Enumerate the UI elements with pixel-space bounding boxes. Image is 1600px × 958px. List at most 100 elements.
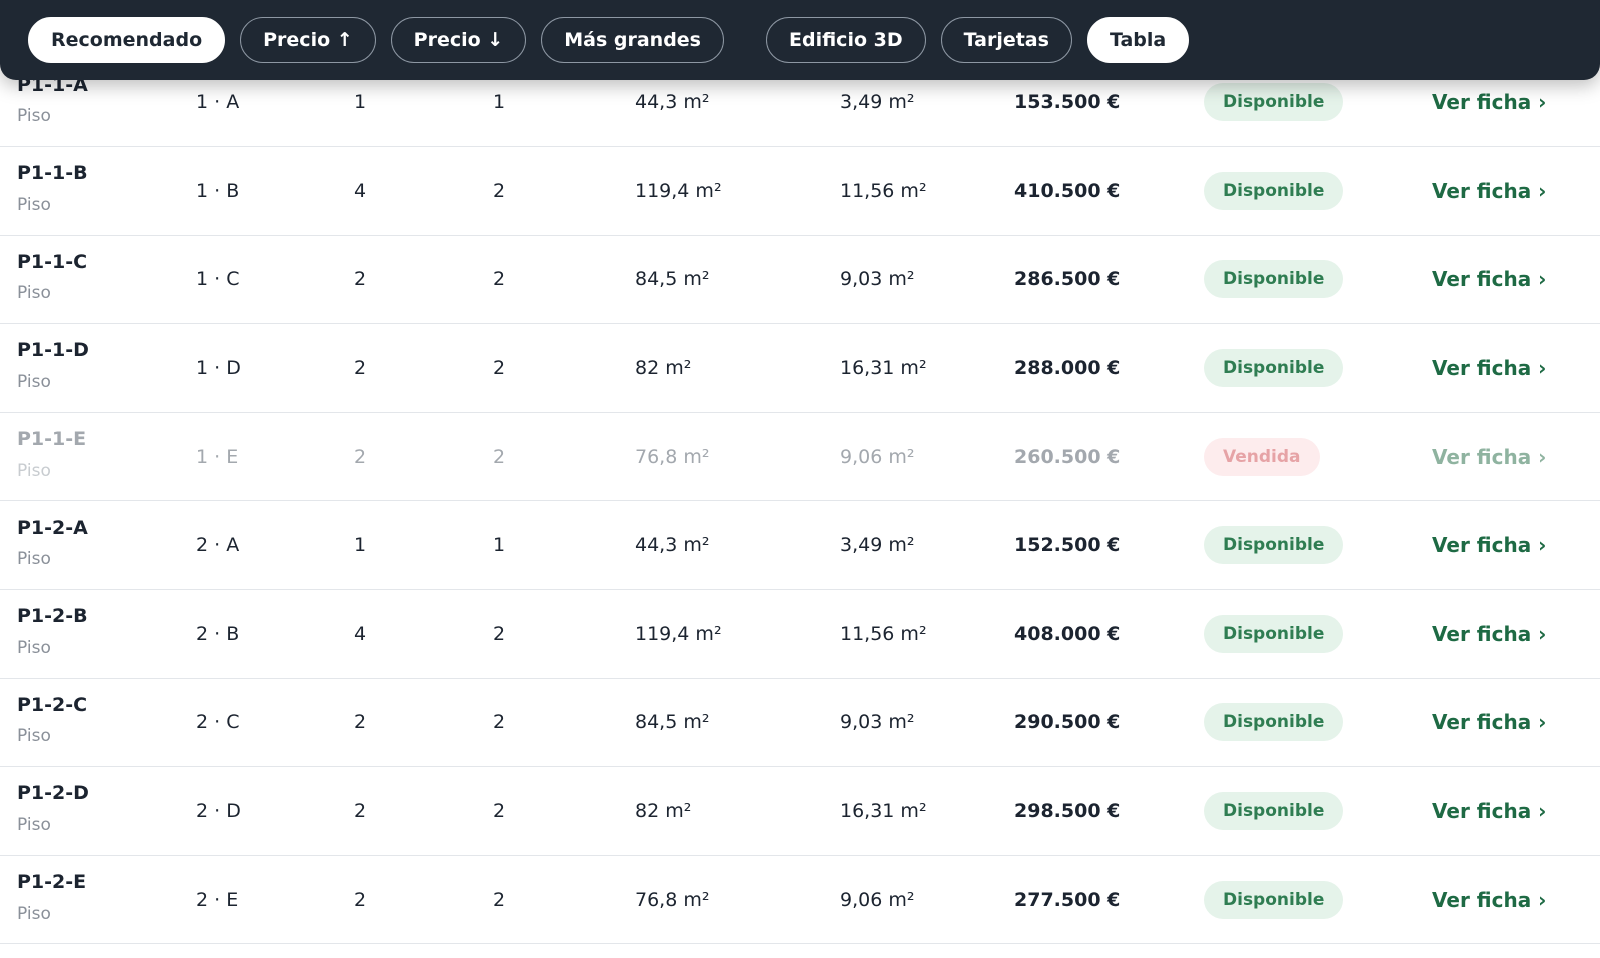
- terrace: 11,56 m²: [840, 179, 927, 202]
- table-row: P1-1-C Piso 1 · C 2 2 84,5 m² 9,03 m² 286.500 €…: [0, 236, 1600, 325]
- status-badge: Disponible: [1204, 171, 1344, 210]
- price: 277.500 €: [1014, 888, 1121, 911]
- bedrooms: 1: [354, 534, 367, 557]
- bathrooms: 2: [493, 799, 506, 822]
- area: 44,3 m²: [635, 534, 710, 557]
- status-badge: Disponible: [1204, 260, 1344, 299]
- table-row: P1-1-B Piso 1 · B 4 2 119,4 m² 11,56 m² 410.500…: [0, 147, 1600, 236]
- status-badge: Disponible: [1204, 614, 1344, 653]
- unit-id: P1-1-C: [17, 250, 88, 273]
- price: 290.500 €: [1014, 711, 1121, 734]
- unit-type: Piso: [17, 549, 51, 570]
- view-link[interactable]: Ver ficha ›: [1432, 355, 1547, 380]
- terrace: 9,03 m²: [840, 268, 915, 291]
- view-group: Edificio 3D Tarjetas Tabla: [766, 17, 1190, 63]
- view-link[interactable]: Ver ficha ›: [1432, 798, 1547, 823]
- unit-type: Piso: [17, 726, 51, 747]
- view-link[interactable]: Ver ficha ›: [1432, 887, 1547, 912]
- price: 286.500 €: [1014, 268, 1121, 291]
- area: 76,8 m²: [635, 445, 710, 468]
- price: 288.000 €: [1014, 356, 1121, 379]
- unit-id: P1-2-E: [17, 871, 87, 894]
- area: 84,5 m²: [635, 711, 710, 734]
- unit-id: P1-2-C: [17, 693, 88, 716]
- terrace: 3,49 m²: [840, 534, 915, 557]
- view-link[interactable]: Ver ficha ›: [1432, 267, 1547, 292]
- unit: 1 · A: [196, 91, 240, 114]
- view-button[interactable]: Edificio 3D: [766, 17, 926, 63]
- view-link[interactable]: Ver ficha ›: [1432, 710, 1547, 735]
- bathrooms: 2: [493, 622, 506, 645]
- price: 152.500 €: [1014, 534, 1121, 557]
- sort-button[interactable]: Precio ↓: [390, 17, 527, 63]
- unit-type: Piso: [17, 194, 51, 215]
- terrace: 16,31 m²: [840, 799, 927, 822]
- view-button[interactable]: Tarjetas: [940, 17, 1072, 63]
- table-row: P1-2-B Piso 2 · B 4 2 119,4 m² 11,56 m² 408.000…: [0, 590, 1600, 679]
- price: 153.500 €: [1014, 91, 1121, 114]
- area: 119,4 m²: [635, 622, 722, 645]
- unit: 2 · D: [196, 799, 241, 822]
- area: 119,4 m²: [635, 179, 722, 202]
- view-link[interactable]: Ver ficha ›: [1432, 90, 1547, 115]
- sort-button[interactable]: Más grandes: [541, 17, 724, 63]
- bathrooms: 2: [493, 179, 506, 202]
- unit-type: Piso: [17, 283, 51, 304]
- terrace: 16,31 m²: [840, 356, 927, 379]
- unit: 1 · E: [196, 445, 239, 468]
- bedrooms: 2: [354, 799, 367, 822]
- view-link[interactable]: Ver ficha ›: [1432, 444, 1547, 469]
- area: 82 m²: [635, 799, 692, 822]
- view-button[interactable]: Tabla: [1086, 17, 1190, 63]
- unit: 1 · B: [196, 179, 240, 202]
- terrace: 3,49 m²: [840, 91, 915, 114]
- table-row: P1-2-E Piso 2 · E 2 2 76,8 m² 9,06 m² 277.500 €…: [0, 856, 1600, 945]
- bedrooms: 1: [354, 91, 367, 114]
- sort-button[interactable]: Recomendado: [28, 17, 226, 63]
- status-badge: Disponible: [1204, 83, 1344, 122]
- bedrooms: 4: [354, 622, 367, 645]
- price: 408.000 €: [1014, 622, 1121, 645]
- terrace: 9,06 m²: [840, 888, 915, 911]
- bathrooms: 2: [493, 356, 506, 379]
- view-link[interactable]: Ver ficha ›: [1432, 178, 1547, 203]
- status-badge: Disponible: [1204, 880, 1344, 919]
- table-row: P1-1-A Piso 1 · A 1 1 44,3 m² 3,49 m² 153.500 €…: [0, 58, 1600, 147]
- sort-button[interactable]: Precio ↑: [240, 17, 376, 63]
- table-row: P1-1-D Piso 1 · D 2 2 82 m² 16,31 m² 288.000 € D…: [0, 324, 1600, 413]
- bathrooms: 1: [493, 91, 506, 114]
- area: 82 m²: [635, 356, 692, 379]
- area: 76,8 m²: [635, 888, 710, 911]
- bathrooms: 2: [493, 268, 506, 291]
- unit-type: Piso: [17, 460, 51, 481]
- unit-type: Piso: [17, 371, 51, 392]
- unit-id: P1-2-D: [17, 782, 89, 805]
- table-row: P1-1-E Piso 1 · E 2 2 76,8 m² 9,06 m² 260.500 €…: [0, 413, 1600, 502]
- terrace: 11,56 m²: [840, 622, 927, 645]
- bedrooms: 4: [354, 179, 367, 202]
- unit-type: Piso: [17, 903, 51, 924]
- unit-id: P1-2-B: [17, 605, 88, 628]
- unit: 2 · C: [196, 711, 240, 734]
- view-link[interactable]: Ver ficha ›: [1432, 533, 1547, 558]
- view-link[interactable]: Ver ficha ›: [1432, 621, 1547, 646]
- price: 410.500 €: [1014, 179, 1121, 202]
- unit: 1 · D: [196, 356, 241, 379]
- unit-id: P1-1-B: [17, 162, 88, 185]
- terrace: 9,03 m²: [840, 711, 915, 734]
- bathrooms: 2: [493, 711, 506, 734]
- status-badge: Disponible: [1204, 526, 1344, 565]
- bathrooms: 2: [493, 445, 506, 468]
- table-row: P1-2-D Piso 2 · D 2 2 82 m² 16,31 m² 298.500 € D…: [0, 767, 1600, 856]
- status-badge: Disponible: [1204, 703, 1344, 742]
- unit: 2 · A: [196, 534, 240, 557]
- bedrooms: 2: [354, 356, 367, 379]
- bedrooms: 2: [354, 268, 367, 291]
- table-row: P1-2-C Piso 2 · C 2 2 84,5 m² 9,03 m² 290.500 €…: [0, 679, 1600, 768]
- unit: 1 · C: [196, 268, 240, 291]
- unit-type: Piso: [17, 814, 51, 835]
- unit-id: P1-1-D: [17, 339, 89, 362]
- unit-type: Piso: [17, 106, 51, 127]
- status-badge: Disponible: [1204, 348, 1344, 387]
